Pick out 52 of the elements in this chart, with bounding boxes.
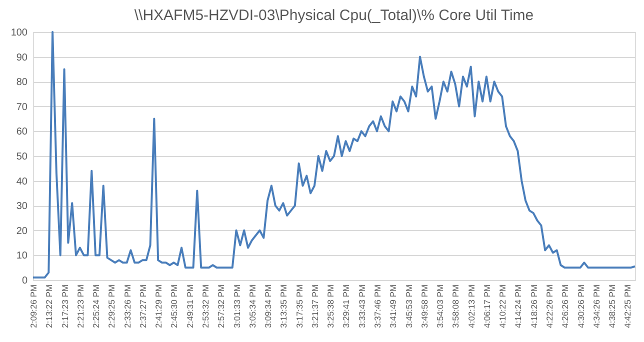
x-tick-label: 2:45:30 PM [169,284,180,328]
y-tick-label: 70 [16,102,28,113]
x-tick-label: 3:49:58 PM [419,284,430,328]
chart-title: \\HXAFM5-HZVDI-03\Physical Cpu(_Total)\% Core Util Time [134,7,534,24]
line-series [32,31,636,279]
x-tick-label: 4:14:24 PM [513,284,524,328]
x-tick-label: 3:54:03 PM [435,284,446,328]
y-tick-label: 90 [16,52,28,64]
y-tick-label: 30 [16,201,28,212]
x-tick-label: 4:06:17 PM [482,284,492,328]
x-tick-label: 3:05:34 PM [247,284,258,328]
x-tick-label: 3:45:53 PM [404,284,414,328]
x-tick-label: 2:53:32 PM [200,284,210,328]
x-tick-label: 3:21:37 PM [310,284,320,328]
x-tick-label: 4:18:26 PM [528,284,539,328]
x-tick-label: 2:21:23 PM [75,284,86,328]
x-tick-label: 4:42:25 PM [622,284,633,328]
x-tick-label: 3:33:43 PM [356,284,367,328]
x-tick-label: 3:09:34 PM [263,284,274,328]
x-tick-label: 2:41:29 PM [154,284,164,328]
y-tick-label: 20 [16,226,28,237]
x-tick-label: 3:01:33 PM [232,284,242,328]
y-tick-label: 50 [16,152,28,162]
x-tick-label: 4:22:26 PM [544,284,554,328]
x-tick-label: 2:13:22 PM [44,284,54,328]
y-tick-label: 10 [16,250,28,262]
x-tick-label: 3:29:41 PM [341,284,352,328]
x-tick-label: 2:09:26 PM [28,284,38,328]
y-tick-label: 0 [22,276,28,286]
x-tick-label: 2:37:27 PM [138,284,148,328]
x-tick-label: 2:25:24 PM [91,284,102,328]
x-tick-label: 2:49:31 PM [184,284,195,328]
y-tick-label: 40 [16,176,28,188]
x-tick-label: 3:17:35 PM [294,284,304,328]
x-tick-label: 2:57:32 PM [216,284,226,328]
x-tick-label: 4:38:25 PM [607,284,618,328]
x-tick-label: 3:41:49 PM [388,284,398,328]
x-tick-label: 4:02:13 PM [466,284,476,328]
x-tick-label: 2:29:25 PM [106,284,117,328]
x-tick-label: 2:33:26 PM [122,284,132,328]
y-tick-label: 60 [16,126,28,138]
y-tick-label: 80 [16,77,28,88]
x-tick-label: 4:10:22 PM [498,284,508,328]
x-tick-label: 3:37:46 PM [372,284,382,328]
x-tick-label: 3:13:35 PM [278,284,289,328]
x-tick-label: 4:30:26 PM [576,284,586,328]
x-tick-label: 3:25:38 PM [326,284,336,328]
x-tick-label: 4:34:26 PM [591,284,602,328]
x-tick-label: 3:58:08 PM [450,284,461,328]
x-tick-label: 4:26:26 PM [560,284,570,328]
y-tick-label: 100 [10,28,28,38]
x-tick-label: 2:17:23 PM [60,284,70,328]
